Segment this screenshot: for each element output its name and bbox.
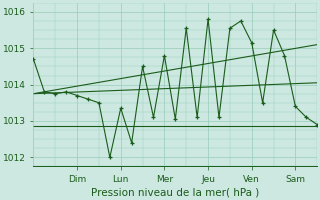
X-axis label: Pression niveau de la mer( hPa ): Pression niveau de la mer( hPa ) bbox=[91, 187, 260, 197]
